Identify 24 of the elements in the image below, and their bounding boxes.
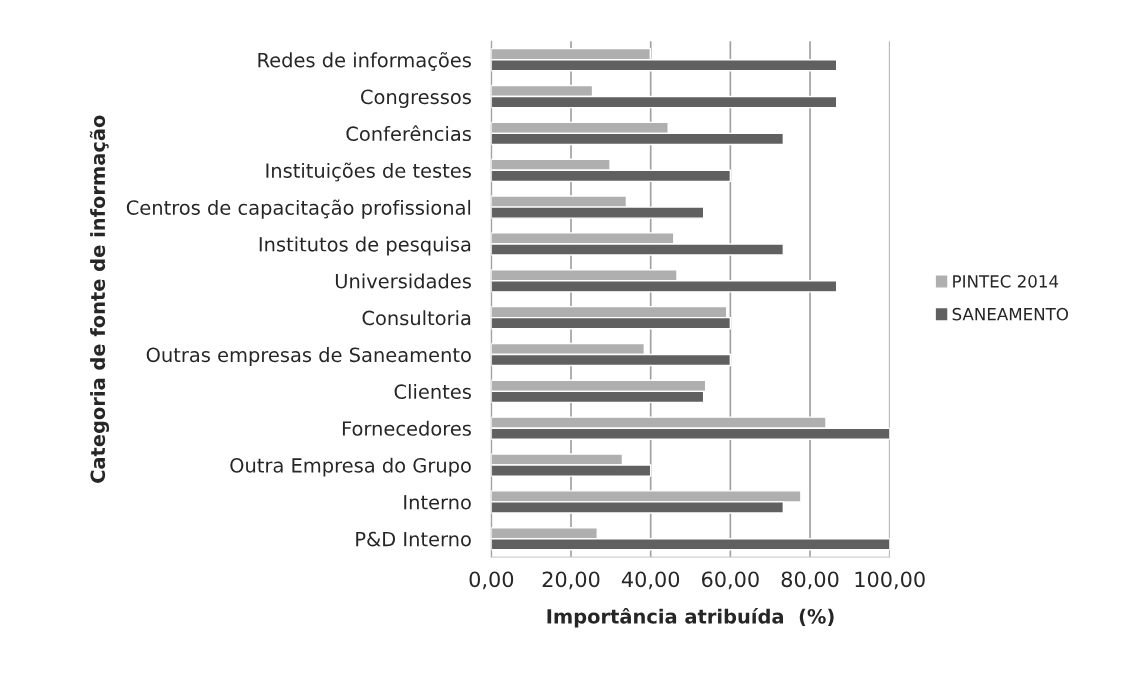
y-tick-label: Interno xyxy=(404,495,471,510)
y-tick-label: Consultoria xyxy=(362,310,471,326)
x-tick-label: 100,00 xyxy=(855,571,925,590)
x-tick-label: 20,00 xyxy=(542,571,600,590)
y-tick-label: Congressos xyxy=(361,89,471,108)
y-tick-label: Instituições de testes xyxy=(266,162,471,182)
y-tick-label: Institutos de pesquisa xyxy=(259,236,471,256)
y-tick-label: Conferências xyxy=(346,125,471,142)
y-tick-label: Centros de capacitação profissional xyxy=(126,199,471,219)
y-tick-label: P&D Interno xyxy=(356,531,471,547)
x-tick-label: 0,00 xyxy=(469,571,514,590)
x-tick-label: 40,00 xyxy=(621,571,680,590)
x-tick-label: 80,00 xyxy=(781,571,839,590)
legend-label: SANEAMENTO xyxy=(952,307,1068,321)
y-tick-label: Redes de informações xyxy=(258,52,471,71)
y-tick-label: Outra Empresa do Grupo xyxy=(230,457,471,477)
y-tick-label: Clientes xyxy=(394,383,471,400)
x-axis-title: Importância atribuída (%) xyxy=(547,607,834,628)
x-tick-label: 60,00 xyxy=(701,571,759,590)
legend-label: PINTEC 2014 xyxy=(953,275,1059,288)
y-axis-title: Categoria de fonte de informação xyxy=(89,115,110,483)
y-tick-label: Universidades xyxy=(335,273,471,289)
y-tick-label: Outras empresas de Saneamento xyxy=(146,347,471,366)
y-tick-label: Fornecedores xyxy=(342,420,471,436)
